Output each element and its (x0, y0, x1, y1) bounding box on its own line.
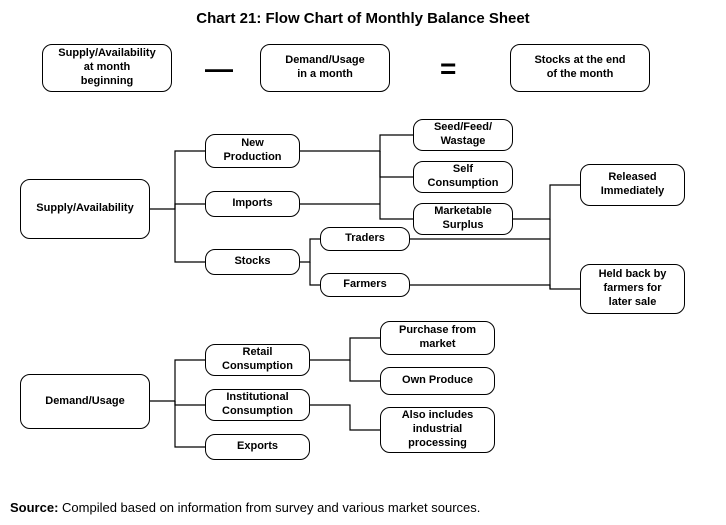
node-farmers: Farmers (320, 273, 410, 297)
node-selfcons: SelfConsumption (413, 161, 513, 193)
node-demand: Demand/Usage (20, 374, 150, 429)
node-supply: Supply/Availability (20, 179, 150, 239)
node-inst: InstitutionalConsumption (205, 389, 310, 421)
node-msurplus: MarketableSurplus (413, 203, 513, 235)
flowchart-canvas: Supply/Availabilityat monthbeginning Dema… (10, 39, 716, 494)
node-traders: Traders (320, 227, 410, 251)
source-text: Compiled based on information from surve… (58, 500, 480, 515)
node-eq_demand: Demand/Usagein a month (260, 44, 390, 92)
node-imports: Imports (205, 191, 300, 217)
source-label: Source: (10, 500, 58, 515)
node-retail: RetailConsumption (205, 344, 310, 376)
node-eq_stocks: Stocks at the endof the month (510, 44, 650, 92)
node-eq_supply: Supply/Availabilityat monthbeginning (42, 44, 172, 92)
node-ownprod: Own Produce (380, 367, 495, 395)
operator-minus: — (205, 53, 233, 85)
node-released: ReleasedImmediately (580, 164, 685, 206)
node-newprod: NewProduction (205, 134, 300, 168)
node-stocks: Stocks (205, 249, 300, 275)
chart-title: Chart 21: Flow Chart of Monthly Balance … (10, 10, 716, 27)
operator-equals: = (440, 53, 456, 85)
node-exports: Exports (205, 434, 310, 460)
node-purchase: Purchase frommarket (380, 321, 495, 355)
node-heldback: Held back byfarmers forlater sale (580, 264, 685, 314)
node-industrial: Also includesindustrialprocessing (380, 407, 495, 453)
node-seed: Seed/Feed/Wastage (413, 119, 513, 151)
source-line: Source: Compiled based on information fr… (10, 500, 716, 515)
